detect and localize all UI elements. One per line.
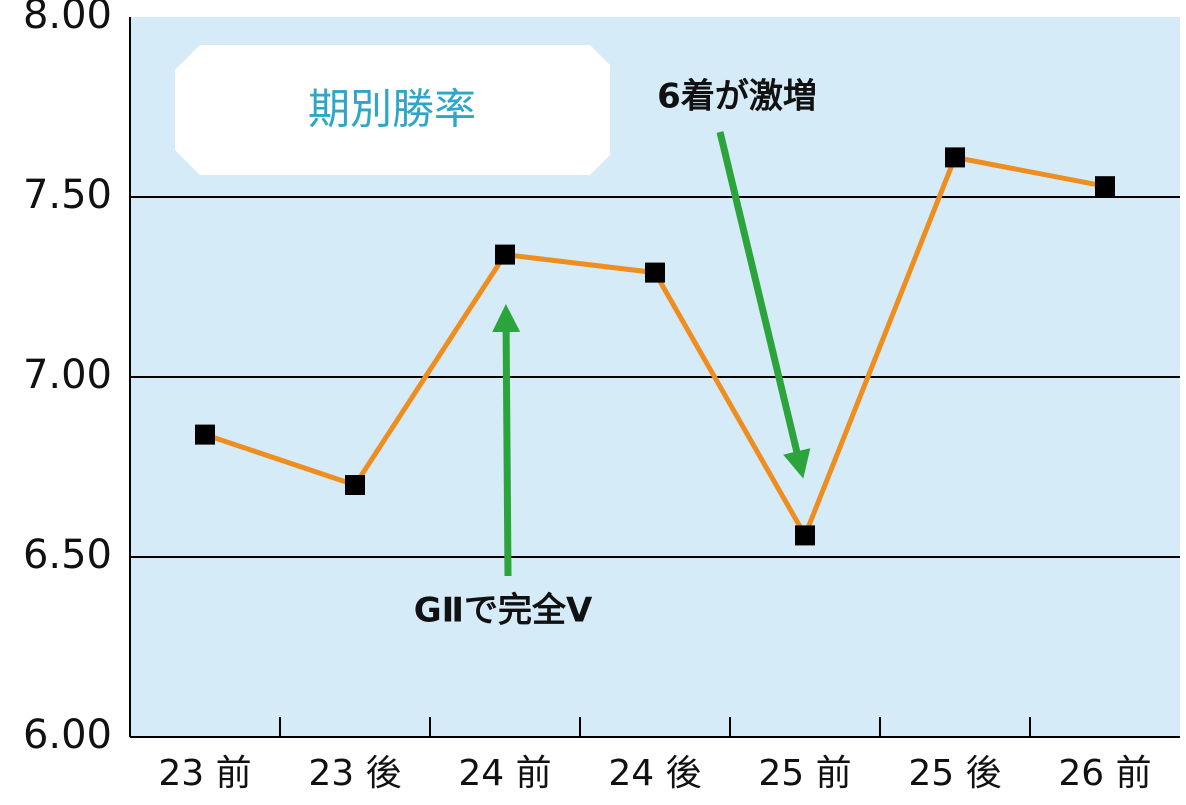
arrow — [492, 304, 521, 577]
x-tick-label: 25 前 — [758, 753, 851, 794]
marker — [645, 262, 665, 283]
marker — [495, 244, 515, 265]
y-tick-label: 6.00 — [23, 712, 112, 758]
chart-title: 期別勝率 — [308, 85, 476, 134]
x-tick-label: 26 前 — [1058, 753, 1151, 794]
annotation: 6着が激増 — [657, 77, 817, 117]
x-tick-label: 23 前 — [158, 753, 251, 794]
y-tick-label: 6.50 — [23, 532, 112, 578]
y-tick-label: 8.00 — [23, 0, 112, 38]
title-box — [175, 45, 610, 175]
x-tick-label: 24 後 — [608, 753, 701, 794]
y-tick-label: 7.00 — [23, 352, 112, 398]
marker — [1095, 176, 1115, 197]
y-tick-label: 7.50 — [23, 172, 112, 218]
x-tick-label: 23 後 — [308, 753, 401, 794]
marker — [795, 525, 815, 546]
arrow — [716, 131, 811, 479]
x-tick-label: 24 前 — [458, 753, 551, 794]
annotation: GⅡで完全V — [414, 591, 593, 631]
marker — [345, 475, 365, 495]
x-tick-label: 25 後 — [908, 753, 1001, 794]
marker — [945, 147, 965, 168]
marker — [195, 424, 215, 445]
